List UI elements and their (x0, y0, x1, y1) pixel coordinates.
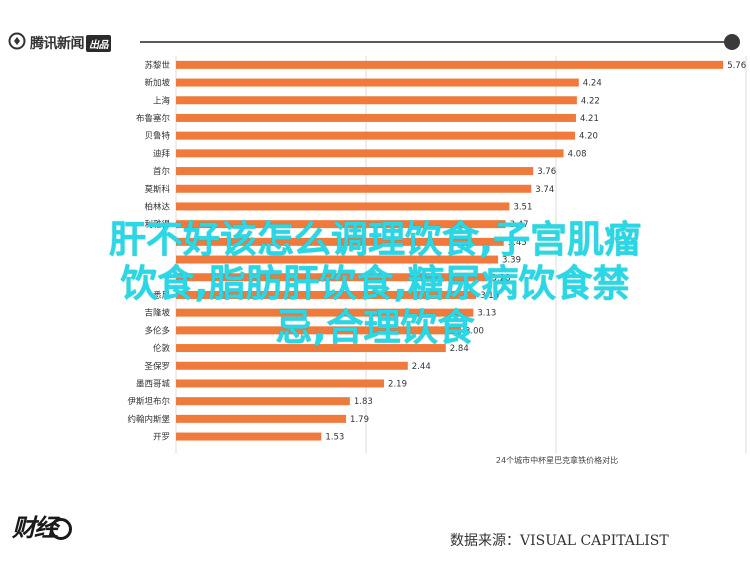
category-label: 伊斯坦布尔 (127, 396, 170, 407)
category-label: 迪拜 (153, 148, 171, 159)
bar (176, 131, 575, 140)
category-label: 贝鲁特 (144, 131, 170, 142)
value-label: 2.44 (412, 362, 431, 372)
bar (176, 78, 579, 87)
category-label: 苏黎世 (144, 60, 170, 71)
value-label: 4.24 (583, 79, 602, 89)
category-label: 首尔 (153, 166, 171, 177)
value-label: 1.53 (325, 433, 344, 443)
chart-value-labels: 5.76 4.24 4.22 4.21 4.20 4.08 3.76 3.743.51 3.47… (325, 61, 746, 443)
value-label: 3.16 (480, 291, 499, 301)
bar (176, 60, 724, 69)
bar (176, 290, 477, 299)
value-label: 3.45 (508, 238, 527, 248)
value-label: 4.21 (580, 114, 599, 124)
category-label: 开罗 (153, 433, 170, 443)
header: 腾讯新闻 出品 (0, 0, 750, 60)
brand-name: 腾讯新闻 (30, 36, 85, 52)
value-label: 4.22 (581, 96, 600, 106)
caijing-logo: 财经 (12, 508, 72, 543)
bar (176, 113, 576, 122)
category-label: 莫斯科 (144, 184, 170, 195)
value-label: 3.28 (492, 273, 511, 283)
chart-category-labels: 苏黎世新加坡上海布鲁塞尔贝鲁特迪拜首尔莫斯科柏林达利雅得悉尼吉隆坡多伦多伦敦圣保… (127, 60, 170, 443)
data-source: 数据来源：VISUAL CAPITALIST (450, 533, 669, 549)
value-label: 3.76 (537, 167, 556, 177)
category-label: 多伦多 (144, 325, 170, 336)
category-label: 布鲁塞尔 (136, 113, 171, 124)
category-label: 吉隆坡 (144, 308, 170, 319)
value-label: 1.79 (350, 415, 369, 425)
value-label: 3.39 (502, 256, 521, 266)
value-label: 2.19 (388, 379, 407, 389)
category-label: 悉尼 (153, 290, 170, 301)
header-dot-icon (724, 34, 740, 50)
category-label: 墨西哥城 (136, 379, 171, 389)
value-label: 1.83 (354, 397, 373, 407)
bar (176, 202, 510, 211)
bar (176, 432, 322, 441)
category-label: 约翰内斯堡 (127, 414, 170, 425)
bar (176, 96, 577, 105)
category-label: 上海 (153, 95, 171, 106)
value-label: 4.20 (579, 132, 598, 142)
bar (176, 344, 446, 353)
bar (176, 220, 506, 229)
tencent-news-logo-icon (8, 32, 26, 50)
bar (176, 308, 474, 317)
bar (176, 361, 408, 370)
logo-ring-icon (50, 518, 72, 540)
brand-badge: 出品 (86, 35, 111, 52)
bar-chart: 苏黎世新加坡上海布鲁塞尔贝鲁特迪拜首尔莫斯科柏林达利雅得悉尼吉隆坡多伦多伦敦圣保… (127, 56, 747, 465)
value-label: 3.51 (513, 202, 532, 212)
bar (176, 273, 488, 282)
brand: 腾讯新闻 出品 (30, 33, 111, 53)
category-label: 伦敦 (153, 343, 171, 354)
bar (176, 167, 534, 176)
chart-x-axis-label: 24个城市中杯星巴克拿铁价格对比 (496, 455, 618, 465)
category-label: 利雅得 (144, 219, 170, 230)
category-label: 柏林达 (144, 201, 170, 212)
value-label: 3.00 (465, 326, 484, 336)
bar (176, 379, 385, 388)
value-label: 3.74 (535, 185, 554, 195)
bar (176, 237, 504, 246)
bar (176, 184, 532, 193)
header-divider (140, 41, 730, 43)
bar (176, 255, 499, 264)
bar (176, 326, 461, 335)
bar (176, 397, 350, 406)
chart-grid (175, 56, 747, 454)
value-label: 2.84 (450, 344, 469, 354)
bar (176, 414, 347, 423)
bar (176, 149, 564, 158)
value-label: 3.47 (510, 220, 529, 230)
category-label: 圣保罗 (144, 361, 170, 372)
value-label: 4.08 (568, 149, 587, 159)
value-label: 3.13 (477, 309, 496, 319)
value-label: 5.76 (727, 61, 746, 71)
category-label: 新加坡 (144, 78, 170, 89)
chart-bars (176, 60, 724, 441)
